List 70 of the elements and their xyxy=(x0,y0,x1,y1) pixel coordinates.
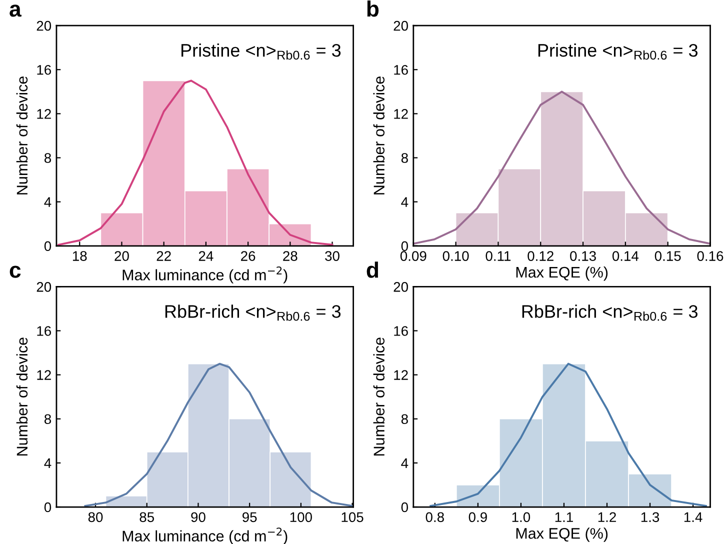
y-tick-label: 16 xyxy=(37,326,51,336)
y-tick-label: 20 xyxy=(394,282,408,292)
y-tick-label: 4 xyxy=(44,458,52,468)
y-tick-label: 0 xyxy=(401,241,408,252)
x-tick-label: 0.11 xyxy=(486,251,511,261)
line-series xyxy=(84,362,354,507)
y-tick-label: 20 xyxy=(36,282,52,292)
x-tick-label: 1.3 xyxy=(641,512,660,522)
y-tick-label: 0 xyxy=(44,502,52,512)
x-tick-label: 28 xyxy=(283,251,298,261)
x-tick-label: 0.8 xyxy=(426,512,444,522)
x-tick-label: 0.9 xyxy=(468,512,487,522)
annotation: RbBr-rich <n>$_{Rb0.6}$ = 3 xyxy=(522,304,698,321)
x-tick-label: 30 xyxy=(325,251,340,261)
chart-title: d xyxy=(366,262,378,278)
line-series xyxy=(58,80,334,246)
y-tick-label: 0 xyxy=(44,241,52,252)
x-axis-title: Max EQE (%) xyxy=(516,266,608,281)
x-tick-label: 105 xyxy=(342,512,364,522)
x-tick-label: 1.1 xyxy=(555,512,573,522)
x-tick-label: 26 xyxy=(241,251,256,261)
x-tick-label: 0.10 xyxy=(442,251,469,261)
y-tick-label: 8 xyxy=(401,153,408,163)
y-tick-label: 16 xyxy=(394,326,408,336)
x-tick-label: 0.16 xyxy=(697,251,724,261)
x-tick-label: 22 xyxy=(156,251,171,261)
y-tick-label: 4 xyxy=(44,197,52,207)
x-tick-label: 80 xyxy=(88,512,103,522)
x-tick-label: 100 xyxy=(290,512,312,522)
y-tick-label: 12 xyxy=(37,109,51,119)
x-tick-label: 1.4 xyxy=(684,512,702,522)
x-tick-label: 0.14 xyxy=(612,251,639,261)
y-tick-label: 4 xyxy=(401,197,408,207)
chart-title: a xyxy=(10,4,22,17)
y-tick-label: 12 xyxy=(394,109,408,119)
x-tick-label: 24 xyxy=(198,251,214,261)
y-tick-label: 20 xyxy=(36,20,52,31)
x-tick-label: 95 xyxy=(242,512,257,522)
x-tick-label: 0.13 xyxy=(570,251,596,261)
y-axis-title: Number of device xyxy=(373,338,385,456)
x-tick-label: 0.15 xyxy=(654,251,681,261)
y-tick-label: 16 xyxy=(394,64,408,75)
y-axis-title: Number of device xyxy=(373,76,385,194)
chart-title: b xyxy=(367,0,379,17)
annotation: RbBr-rich <n>$_{Rb0.6}$ = 3 xyxy=(165,304,341,321)
x-tick-label: 1.2 xyxy=(598,512,616,522)
x-tick-label: 20 xyxy=(114,251,129,261)
annotation: Pristine <n>$_{Rb0.6}$ = 3 xyxy=(538,43,698,60)
y-tick-label: 8 xyxy=(401,414,408,424)
x-tick-label: 0.12 xyxy=(528,251,554,261)
y-tick-label: 8 xyxy=(44,153,52,163)
y-axis-title: Number of device xyxy=(16,76,28,194)
y-tick-label: 4 xyxy=(401,458,408,468)
y-tick-label: 12 xyxy=(394,370,408,380)
annotation: Pristine <n>$_{Rb0.6}$ = 3 xyxy=(182,43,341,60)
y-tick-label: 8 xyxy=(44,414,52,424)
x-tick-label: 1.0 xyxy=(512,512,530,522)
line-series xyxy=(430,362,707,507)
x-axis-title: Max EQE (%) xyxy=(516,528,608,542)
x-axis-title: Max luminance (cd m$^{−2}$) xyxy=(122,266,288,284)
x-tick-label: 85 xyxy=(140,512,154,522)
y-tick-label: 20 xyxy=(394,20,408,31)
y-tick-label: 12 xyxy=(37,370,51,380)
y-tick-label: 0 xyxy=(401,502,408,512)
y-axis-title: Number of device xyxy=(16,338,28,456)
x-tick-label: 0.09 xyxy=(400,251,426,261)
chart-title: c xyxy=(10,266,21,278)
x-tick-label: 18 xyxy=(72,251,87,261)
y-tick-label: 16 xyxy=(37,64,51,75)
x-tick-label: 90 xyxy=(191,512,206,522)
